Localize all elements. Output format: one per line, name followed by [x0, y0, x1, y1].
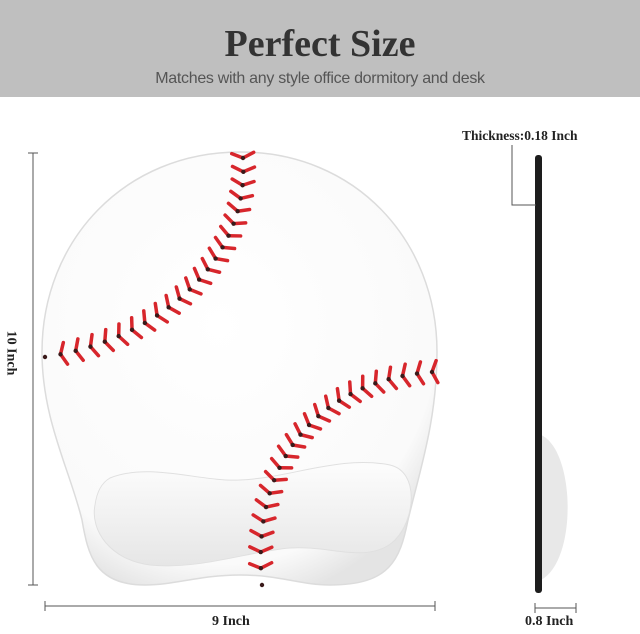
stitch-hole: [261, 519, 266, 524]
stitch-hole: [177, 296, 182, 301]
stitch-hole: [42, 354, 48, 360]
stitch-hole: [386, 377, 391, 382]
stitch-hole: [220, 245, 225, 250]
stitch-hole: [58, 352, 63, 357]
stitch-hole: [290, 442, 295, 448]
height-label: 10 Inch: [3, 330, 19, 376]
stitch-hole: [196, 277, 202, 282]
stitch-hole: [326, 405, 331, 411]
stitch-hole: [238, 196, 243, 201]
stitch-hole: [226, 233, 231, 238]
stitch-hole: [259, 534, 264, 539]
header-banner: Perfect Size Matches with any style offi…: [0, 0, 640, 97]
baseball-stitches: [42, 150, 440, 588]
stitch-hole: [240, 155, 246, 161]
thickness-leader-line: [511, 145, 536, 206]
stitch-hole: [213, 256, 218, 261]
stitch-hole: [258, 566, 264, 571]
stitch-hole: [231, 221, 236, 226]
stitch-hole: [267, 491, 272, 496]
stitch-hole: [283, 453, 288, 459]
stitch-hole: [187, 287, 192, 292]
stitch-hole: [88, 344, 93, 349]
stitch-hole: [241, 169, 246, 174]
stitch-hole: [154, 313, 160, 318]
stitch-hole: [373, 381, 378, 386]
stitch-hole: [316, 413, 321, 419]
stitch-hole: [277, 465, 282, 470]
stitch-hole: [166, 305, 171, 310]
width-label: 9 Inch: [212, 614, 250, 629]
depth-dimension-line: [534, 603, 577, 613]
stitch-hole: [263, 504, 269, 510]
thickness-label: Thickness:0.18 Inch: [462, 128, 578, 143]
stitch-hole: [240, 183, 245, 188]
page-title: Perfect Size: [224, 23, 416, 65]
stitch-hole: [336, 398, 342, 403]
wrist-rest-depth-label: 0.8 Inch: [525, 614, 574, 629]
stitch-hole: [400, 373, 405, 379]
width-dimension-line: [44, 601, 436, 611]
stitch-hole: [360, 386, 365, 391]
stitch-hole: [235, 209, 240, 214]
stitch-hole: [129, 327, 135, 333]
stitch-hole: [306, 422, 312, 428]
stitch-hole: [102, 339, 108, 344]
stitch-hole: [258, 549, 263, 555]
stitch-hole: [205, 267, 211, 272]
stitch-hole: [142, 320, 148, 326]
stitch-hole: [73, 348, 78, 354]
side-view-wrist-rest: [541, 435, 568, 580]
stitch-hole: [429, 369, 435, 375]
stitch-hole: [116, 333, 121, 339]
stitch-hole: [298, 432, 303, 437]
side-view-pad: [535, 155, 542, 593]
stitch-hole: [271, 478, 277, 483]
stitch-hole: [414, 371, 420, 376]
page-subtitle: Matches with any style office dormitory …: [155, 70, 485, 87]
height-dimension-line: [28, 152, 38, 586]
stitch-hole: [348, 391, 353, 397]
stitch-hole: [259, 582, 265, 588]
